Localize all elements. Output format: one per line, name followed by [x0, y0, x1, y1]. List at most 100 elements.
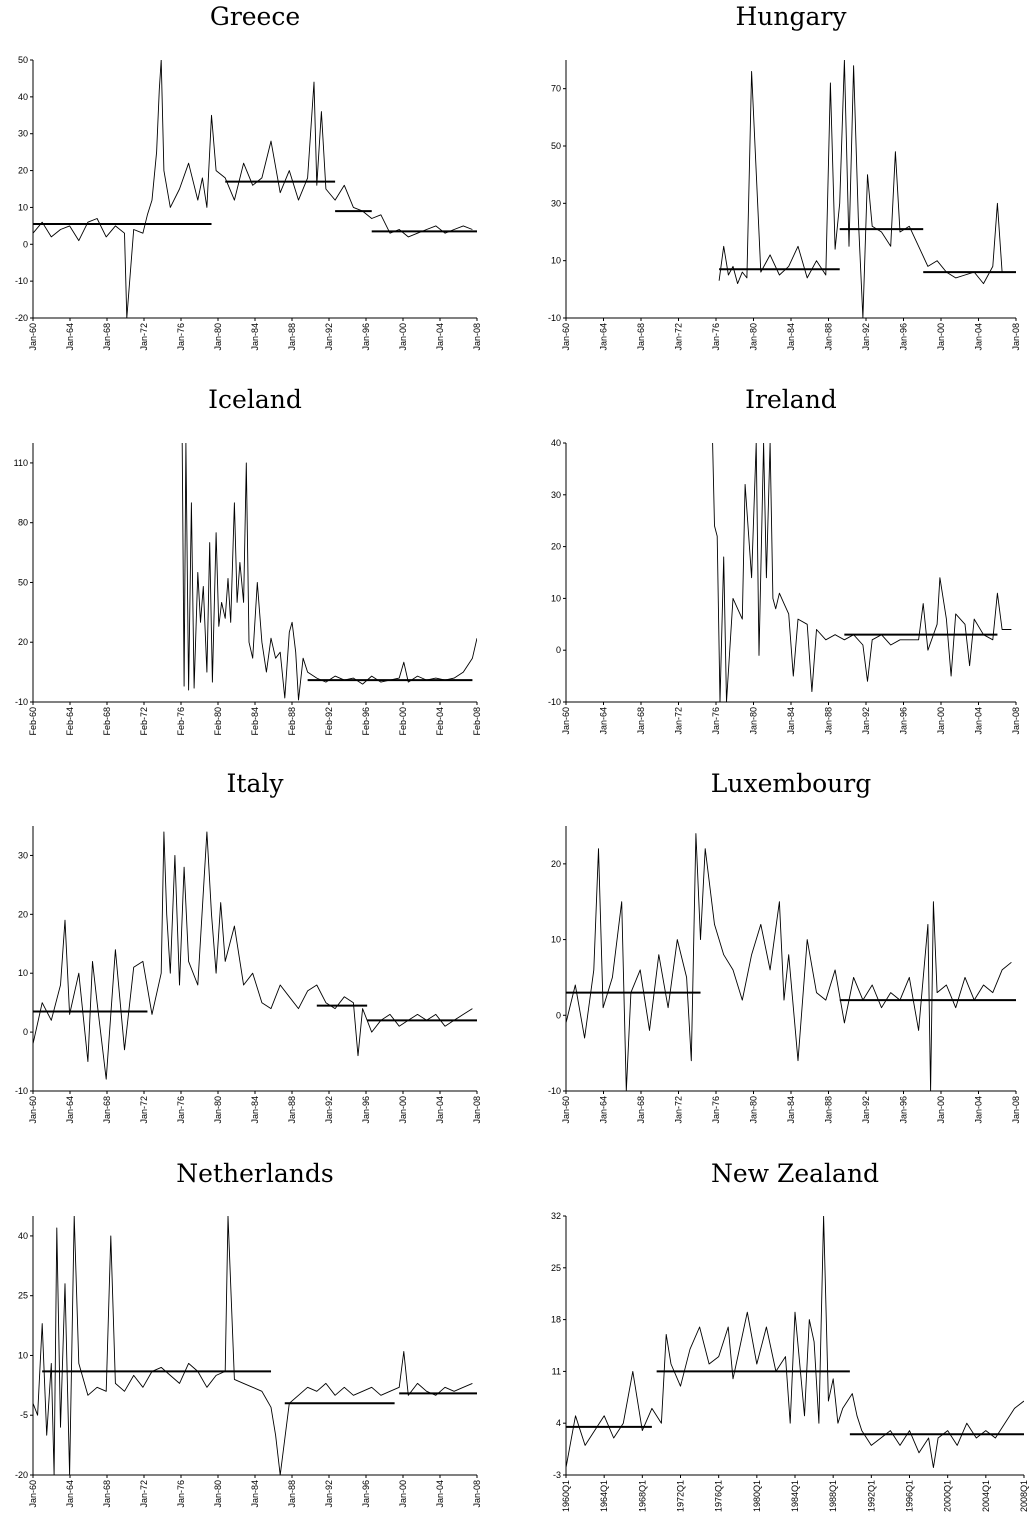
x-tick-label: Jan-76: [711, 707, 721, 735]
y-tick-label: 10: [18, 202, 28, 212]
x-tick-label: Feb-64: [65, 707, 75, 736]
y-tick-label: -20: [15, 1470, 28, 1480]
x-tick-label: Jan-00: [936, 323, 946, 351]
y-tick-label: 0: [556, 645, 561, 655]
x-tick-label: Jan-88: [824, 323, 834, 351]
x-tick-label: Jan-84: [786, 323, 796, 351]
x-tick-label: Jan-64: [599, 323, 609, 351]
x-tick-label: Jan-04: [435, 323, 445, 351]
x-tick-label: Jan-72: [674, 1096, 684, 1124]
y-tick-label: 40: [551, 438, 561, 448]
x-tick-label: Jan-68: [636, 707, 646, 735]
series-line: [33, 831, 473, 1080]
y-tick-label: 20: [551, 859, 561, 869]
x-tick-label: Jan-96: [361, 1096, 371, 1124]
x-tick-label: Jan-92: [324, 323, 334, 351]
x-tick-label: 1960Q1: [561, 1480, 571, 1512]
x-tick-label: Jan-80: [213, 323, 223, 351]
y-tick-label: -3: [553, 1470, 561, 1480]
x-tick-label: Jan-84: [250, 1096, 260, 1124]
x-tick-label: 1964Q1: [599, 1480, 609, 1512]
x-tick-label: Feb-68: [102, 707, 112, 736]
x-tick-label: Jan-00: [398, 1480, 408, 1508]
chart-title: Hungary: [736, 2, 848, 31]
y-tick-label: 18: [551, 1315, 561, 1325]
y-tick-label: 20: [18, 909, 28, 919]
x-tick-label: Jan-64: [599, 707, 609, 735]
y-tick-label: 11: [552, 1366, 561, 1376]
x-tick-label: Jan-68: [102, 323, 112, 351]
y-tick-label: 20: [18, 166, 28, 176]
y-tick-label: 30: [18, 850, 28, 860]
series-line: [181, 443, 477, 701]
x-tick-label: Jan-60: [561, 707, 571, 735]
x-tick-label: Jan-72: [139, 323, 149, 351]
y-tick-label: 10: [18, 1350, 28, 1360]
x-tick-label: Feb-00: [398, 707, 408, 736]
x-tick-label: 1980Q1: [752, 1480, 762, 1512]
y-tick-label: -10: [15, 697, 28, 707]
x-tick-label: Jan-76: [711, 1096, 721, 1124]
y-tick-label: 10: [18, 968, 28, 978]
y-tick-label: 110: [14, 458, 28, 468]
x-tick-label: Jan-60: [28, 1480, 38, 1508]
x-tick-label: 1996Q1: [905, 1480, 915, 1512]
x-tick-label: Jan-00: [936, 707, 946, 735]
y-tick-label: -10: [548, 1086, 561, 1096]
series-line: [33, 1216, 473, 1475]
x-tick-label: Jan-76: [176, 323, 186, 351]
chart-panel: Greece -20 -10 0 10 20 30 40 50 Jan-60 Jan-64 Jan-6…: [15, 2, 482, 351]
x-tick-label: Jan-80: [213, 1480, 223, 1508]
chart-panel: Hungary -10 10 30 50 70 Jan-60 Jan-64 Jan-68 Jan-…: [548, 2, 1021, 351]
chart-title: Ireland: [745, 385, 837, 414]
x-tick-label: Jan-08: [472, 323, 482, 351]
x-tick-label: Feb-92: [324, 707, 334, 736]
x-tick-label: Jan-00: [398, 323, 408, 351]
x-tick-label: Jan-08: [472, 1480, 482, 1508]
y-tick-label: 50: [18, 55, 28, 65]
x-tick-label: Jan-60: [561, 1096, 571, 1124]
x-tick-label: Jan-96: [899, 1096, 909, 1124]
x-tick-label: 2000Q1: [943, 1480, 953, 1512]
chart-panel: Ireland -10 0 10 20 30 40 Jan-60 Jan-64 Jan-68 Jan…: [548, 385, 1021, 735]
y-tick-label: 0: [556, 1010, 561, 1020]
x-tick-label: Jan-92: [861, 323, 871, 351]
chart-panel: Netherlands -20 -5 10 25 40 Jan-60 Jan-64 Jan-68…: [15, 1159, 482, 1508]
x-tick-label: Jan-96: [361, 1480, 371, 1508]
chart-title: Italy: [227, 769, 285, 798]
y-tick-label: 10: [551, 593, 561, 603]
x-tick-label: Jan-88: [824, 1096, 834, 1124]
x-tick-label: Jan-92: [324, 1480, 334, 1508]
x-tick-label: Jan-64: [65, 323, 75, 351]
x-tick-label: Feb-04: [435, 707, 445, 736]
x-tick-label: Jan-04: [435, 1096, 445, 1124]
x-tick-label: Jan-60: [28, 1096, 38, 1124]
x-tick-label: Jan-04: [435, 1480, 445, 1508]
y-tick-label: 30: [551, 198, 561, 208]
y-tick-label: 50: [551, 141, 561, 151]
x-tick-label: Feb-80: [213, 707, 223, 736]
x-tick-label: Jan-84: [786, 1096, 796, 1124]
chart-panel: Luxembourg -10 0 10 20 Jan-60 Jan-64 Jan-68 Jan-…: [548, 769, 1021, 1124]
chart-panel: New Zealand -3 4 11 18 25 32 1960Q1 1964Q1 1968Q1…: [551, 1159, 1029, 1512]
x-tick-label: Jan-84: [786, 707, 796, 735]
y-tick-label: 10: [551, 935, 561, 945]
y-tick-label: 80: [18, 518, 28, 528]
chart-title: Netherlands: [176, 1159, 333, 1188]
x-tick-label: Jan-72: [139, 1480, 149, 1508]
x-tick-label: 1988Q1: [828, 1480, 838, 1512]
chart-title: Iceland: [208, 385, 302, 414]
x-tick-label: Feb-88: [287, 707, 297, 736]
x-tick-label: Jan-00: [398, 1096, 408, 1124]
x-tick-label: 1992Q1: [866, 1480, 876, 1512]
x-tick-label: Jan-04: [974, 707, 984, 735]
y-tick-label: 25: [551, 1263, 561, 1273]
x-tick-label: Jan-88: [824, 707, 834, 735]
y-tick-label: -20: [15, 313, 28, 323]
y-tick-label: 32: [551, 1211, 561, 1221]
y-tick-label: -10: [15, 276, 28, 286]
y-tick-label: 70: [551, 84, 561, 94]
x-tick-label: Feb-60: [28, 707, 38, 736]
x-tick-label: 2008Q1: [1019, 1480, 1029, 1512]
